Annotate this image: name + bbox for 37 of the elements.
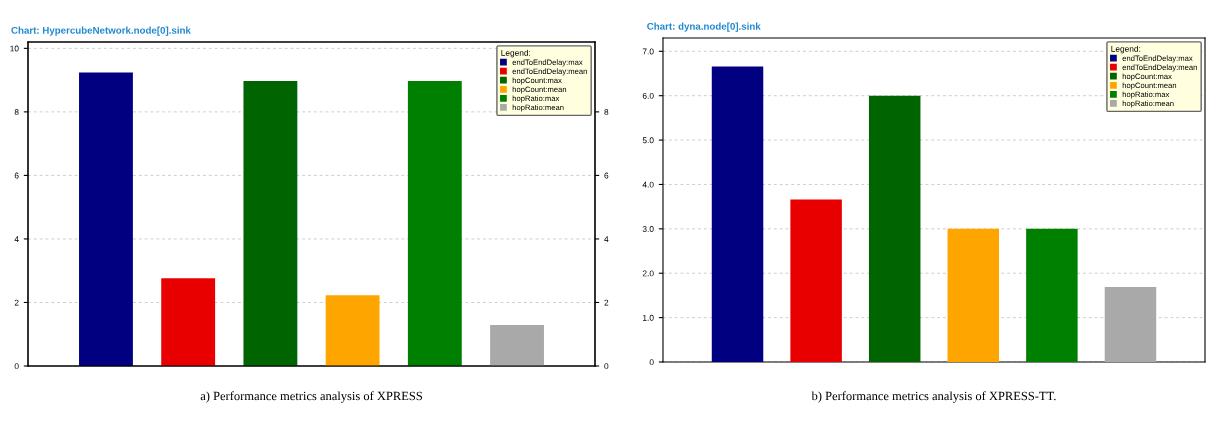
y-tick-label: 1.0	[643, 314, 654, 321]
y-tick-label: 7.0	[642, 48, 654, 55]
bar	[79, 72, 133, 366]
y-tick-label: 6.0	[642, 92, 654, 99]
y-tick-label: 2.0	[642, 270, 654, 277]
bar	[1026, 228, 1078, 362]
y-tick-label: 4	[14, 236, 19, 242]
y2-tick-label: 8	[604, 109, 609, 115]
y-tick-label: 4.0	[642, 181, 654, 188]
bar	[790, 199, 842, 362]
bar	[325, 295, 380, 366]
y2-tick-label: 6	[604, 172, 609, 179]
y-tick-label: 5.0	[642, 137, 654, 144]
bar	[490, 325, 544, 366]
y-tick-label: 0	[649, 359, 654, 366]
legend-title: Legend:	[1111, 45, 1141, 54]
legend-title: Legend:	[501, 49, 531, 58]
y-tick-label: 6	[14, 172, 19, 179]
chart-title: Chart: dyna.node[0].sink	[647, 22, 761, 32]
bar	[947, 228, 1000, 362]
y2-tick-label: 4	[604, 236, 609, 242]
y-tick-label: 8	[14, 109, 19, 115]
bar	[243, 81, 298, 366]
y-tick-label: 0	[14, 363, 19, 370]
y-tick-label: 2	[14, 299, 19, 306]
y2-tick-label: 0	[604, 363, 609, 370]
chart-title: Chart: HypercubeNetwork.node[0].sink	[11, 26, 191, 36]
y-tick-label: 10	[10, 45, 19, 52]
bar	[407, 81, 462, 366]
bar	[161, 278, 216, 366]
text: a) Performance metrics analysis of XPRESS	[200, 391, 422, 403]
y-tick-label: 3.0	[642, 226, 654, 232]
bar	[1104, 286, 1157, 362]
y2-tick-label: 2	[604, 299, 609, 306]
bar	[711, 66, 764, 362]
text: b) Performance metrics analysis of XPRESS-TT.	[811, 391, 1056, 403]
bar	[868, 95, 921, 362]
